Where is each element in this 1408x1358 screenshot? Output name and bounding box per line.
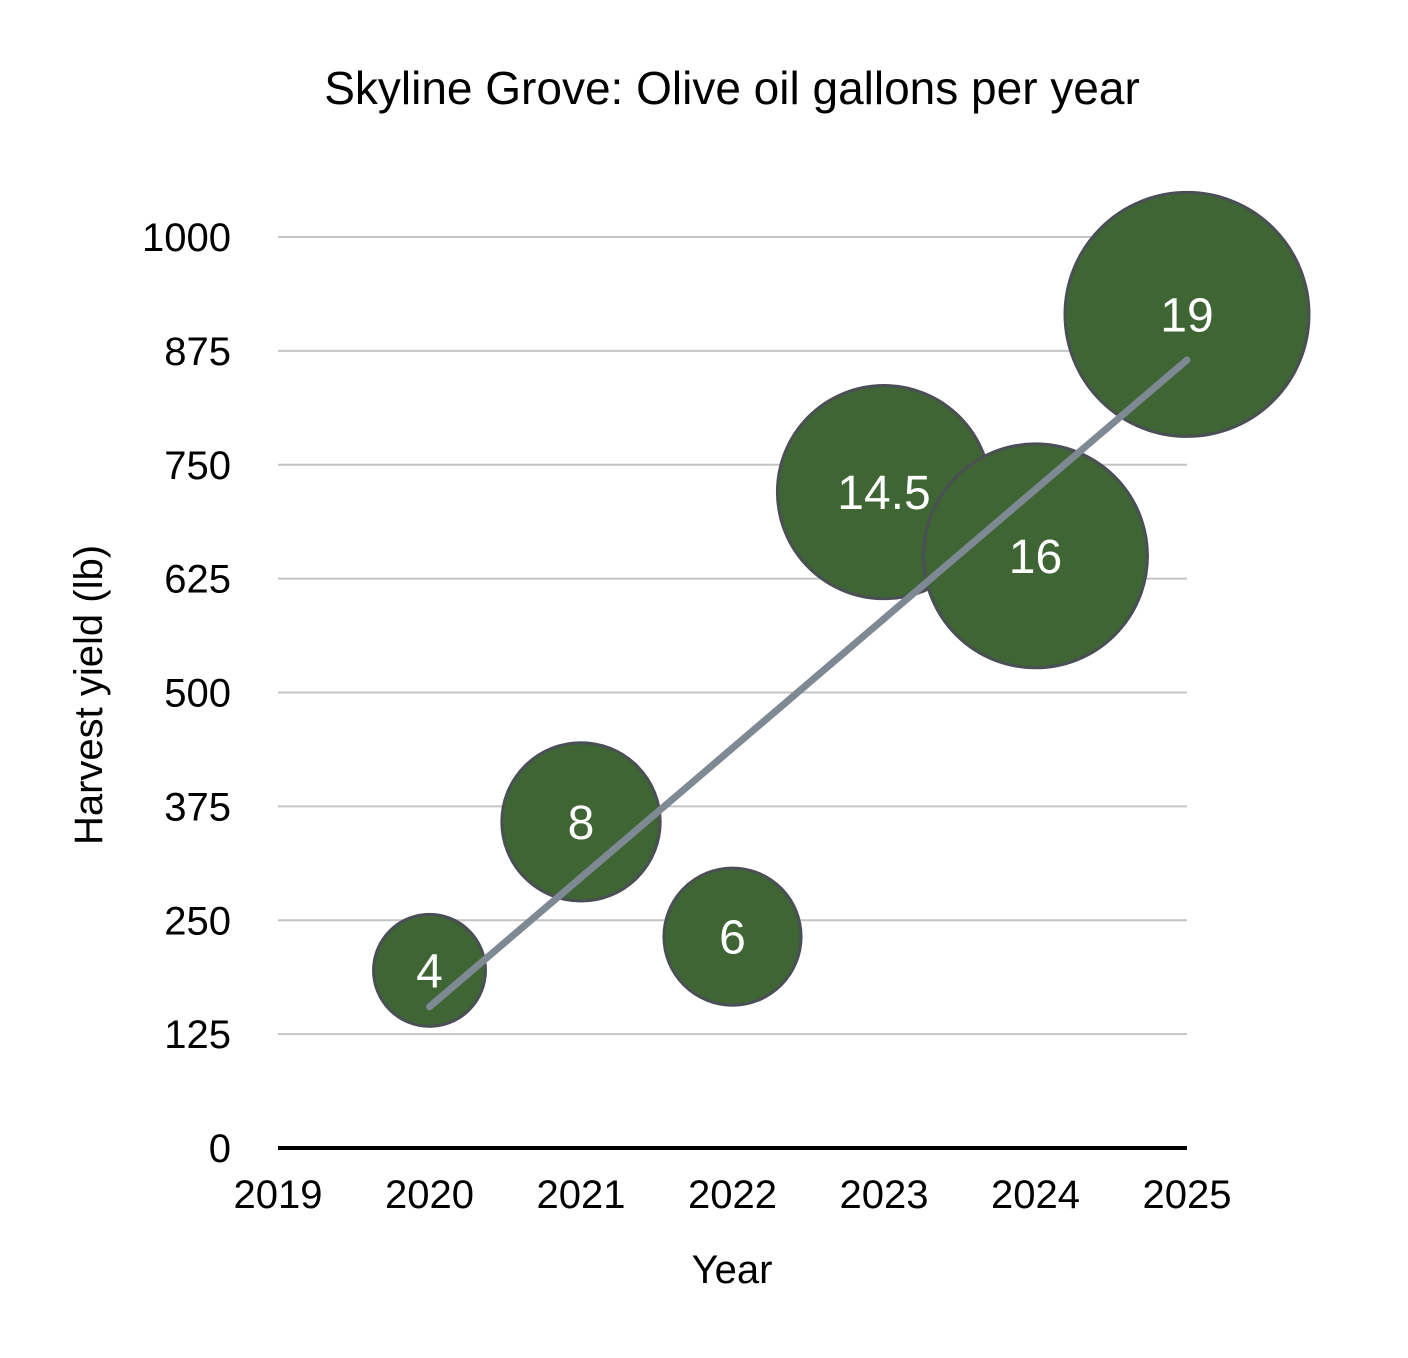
y-tick-label: 0 — [209, 1127, 231, 1171]
bubble-labels: 4 8 6 14.5 16 19 — [416, 289, 1214, 998]
x-tick-label: 2020 — [385, 1173, 474, 1217]
y-axis-title: Harvest yield (lb) — [67, 545, 111, 845]
bubble — [1063, 190, 1311, 438]
y-tick-label: 1000 — [142, 216, 231, 260]
bubble — [662, 866, 803, 1007]
x-tick-label: 2023 — [840, 1173, 929, 1217]
bubble-value-label: 16 — [1009, 531, 1062, 584]
y-tick-label: 625 — [164, 558, 231, 602]
x-tick-label: 2025 — [1143, 1173, 1232, 1217]
trendline — [426, 356, 1191, 1011]
x-tick-label: 2024 — [991, 1173, 1080, 1217]
y-axis-ticks: 0 125 250 375 500 625 750 875 1000 — [142, 216, 231, 1171]
chart-title: Skyline Grove: Olive oil gallons per yea… — [324, 62, 1140, 114]
x-axis-ticks: 2019 2020 2021 2022 2023 2024 2025 — [234, 1173, 1232, 1217]
y-tick-label: 500 — [164, 672, 231, 716]
x-tick-label: 2021 — [537, 1173, 626, 1217]
y-tick-label: 125 — [164, 1013, 231, 1057]
x-tick-label: 2022 — [688, 1173, 777, 1217]
bubble — [922, 442, 1149, 670]
bubbles — [372, 190, 1311, 1028]
bubble-value-label: 4 — [416, 945, 443, 998]
bubble-value-label: 19 — [1160, 289, 1213, 342]
bubble-value-label: 14.5 — [837, 467, 930, 520]
bubble-value-label: 8 — [568, 797, 595, 850]
y-tick-label: 375 — [164, 785, 231, 829]
x-axis-title: Year — [692, 1248, 773, 1292]
x-tick-label: 2019 — [234, 1173, 323, 1217]
bubble-value-label: 6 — [719, 912, 746, 965]
bubble — [372, 912, 487, 1028]
y-tick-label: 750 — [164, 444, 231, 488]
y-tick-label: 875 — [164, 330, 231, 374]
y-tick-label: 250 — [164, 899, 231, 943]
bubble — [500, 741, 662, 903]
